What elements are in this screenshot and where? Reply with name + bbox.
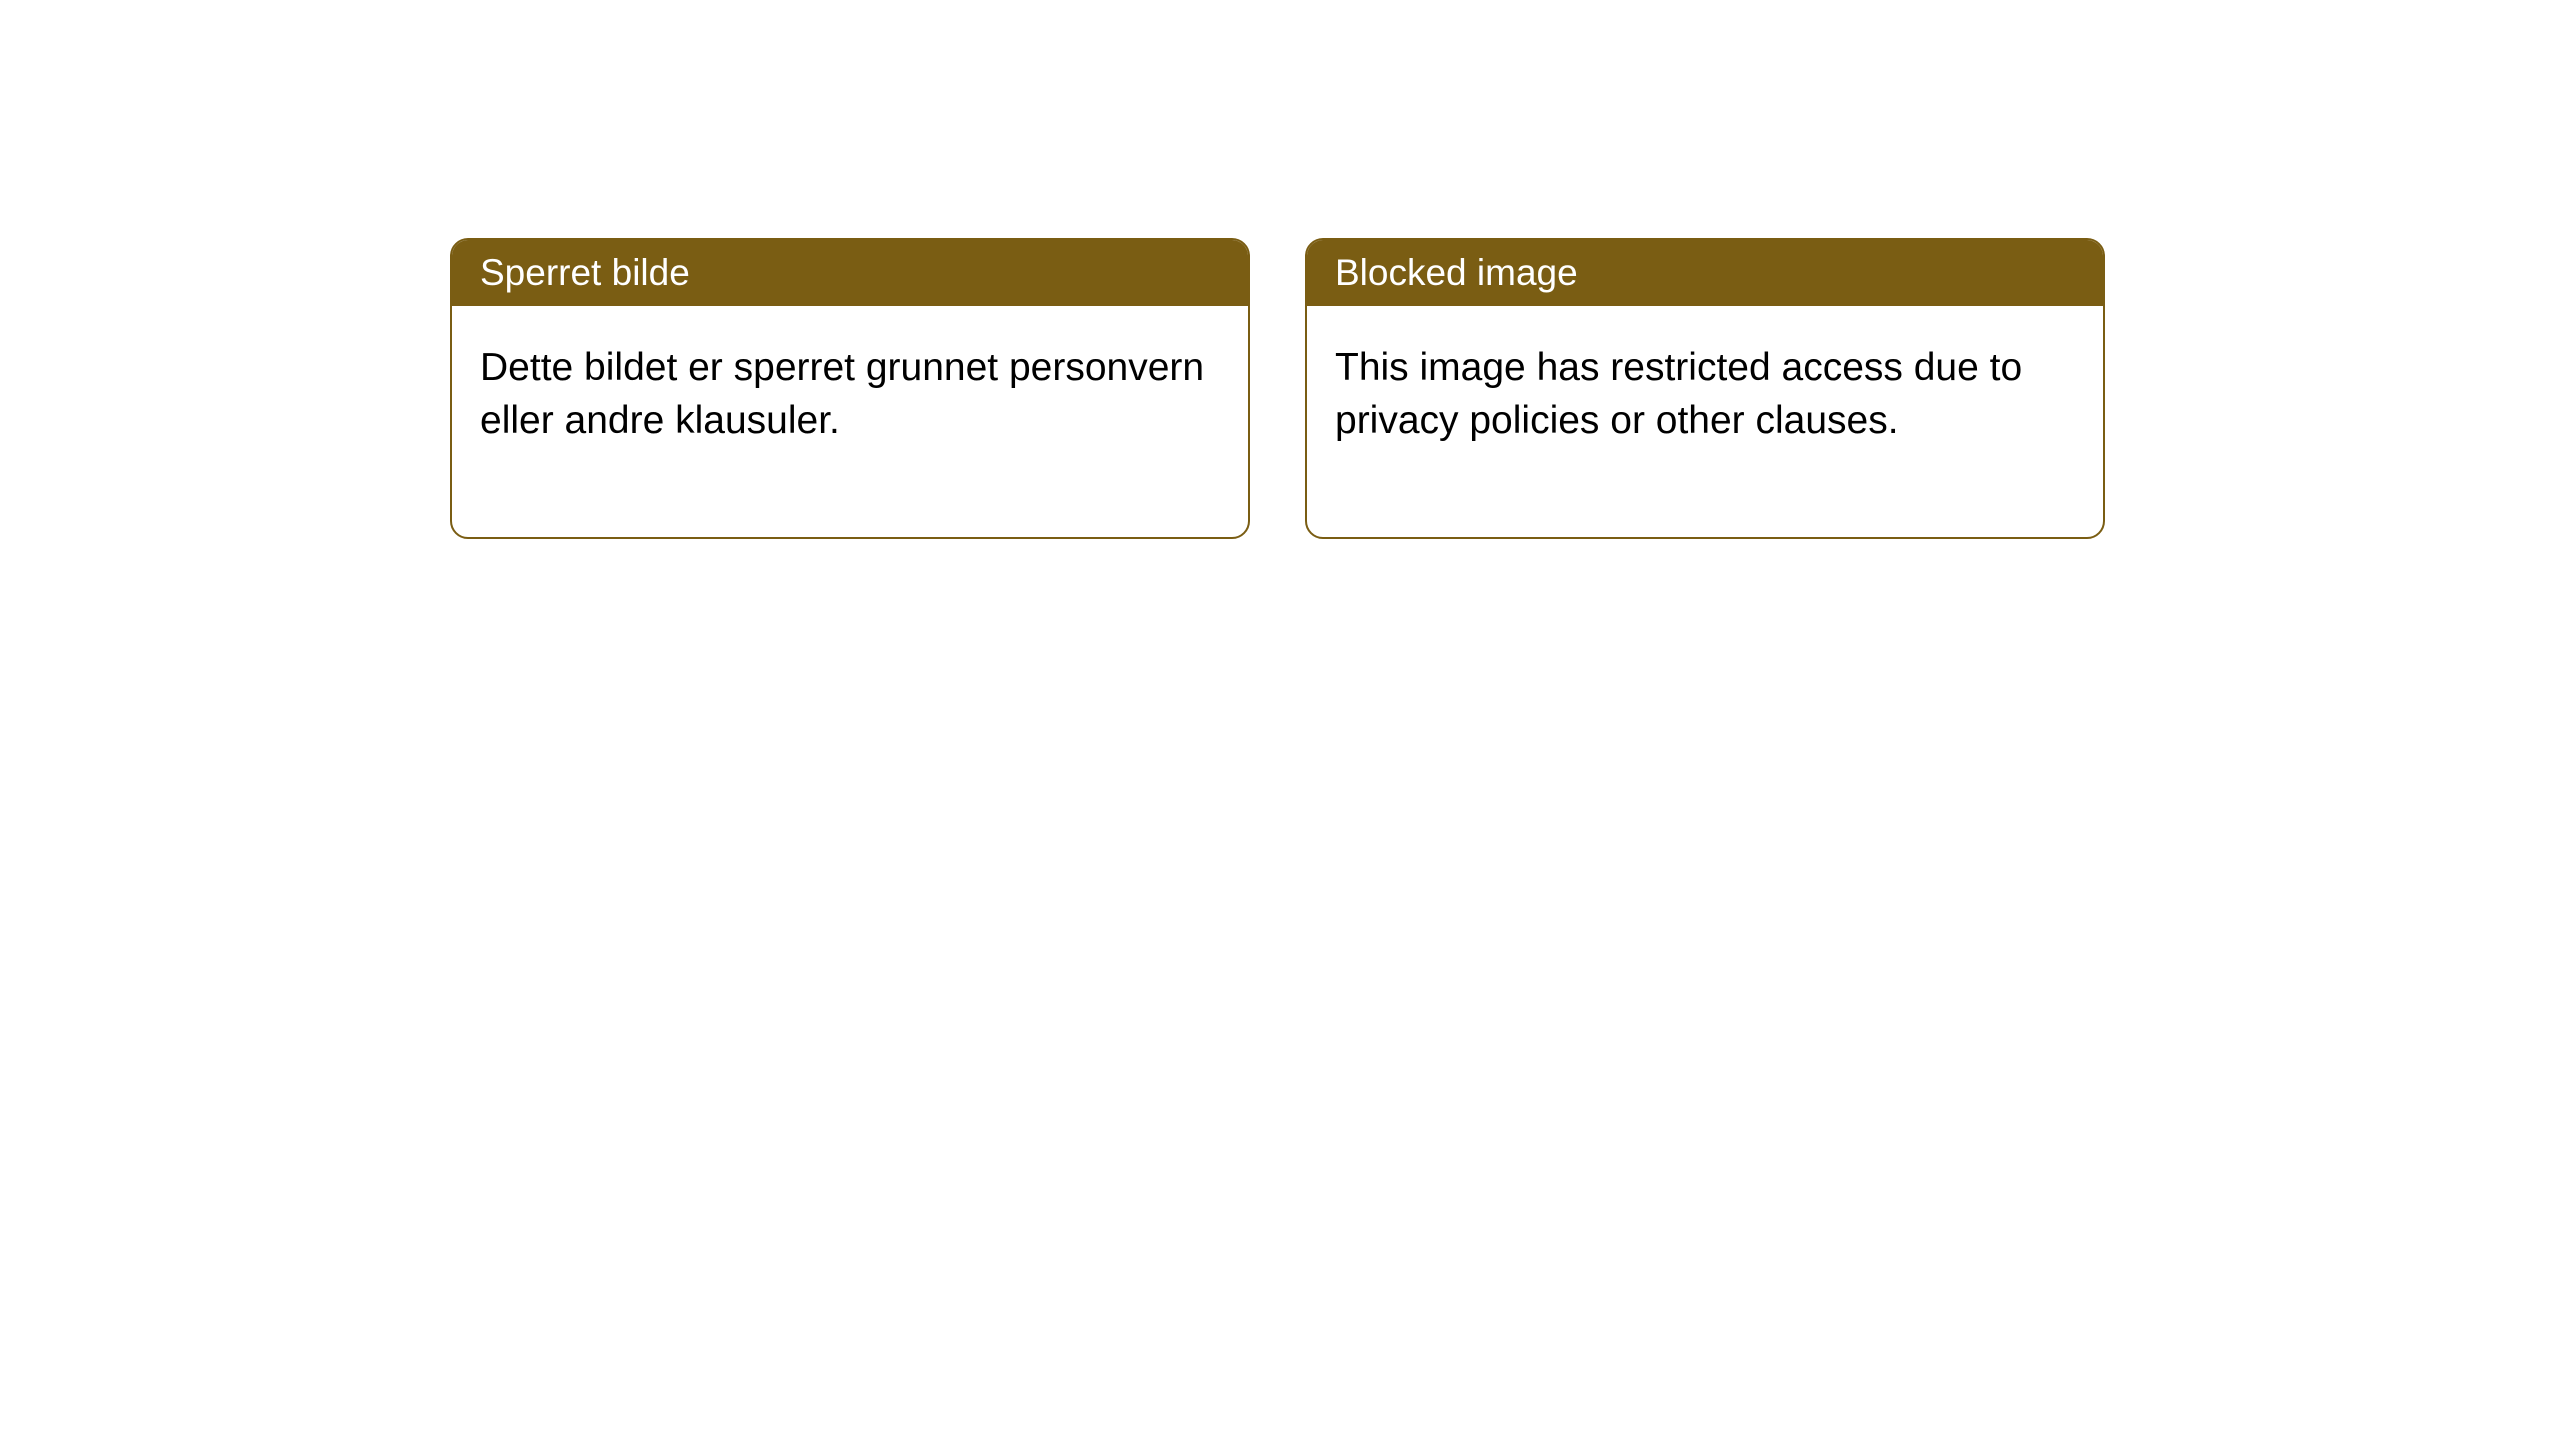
notice-cards-container: Sperret bilde Dette bildet er sperret gr… [450, 238, 2105, 539]
notice-card-norwegian: Sperret bilde Dette bildet er sperret gr… [450, 238, 1250, 539]
card-body-text: This image has restricted access due to … [1335, 346, 2022, 442]
notice-card-english: Blocked image This image has restricted … [1305, 238, 2105, 539]
card-title: Blocked image [1335, 252, 1578, 293]
card-header: Blocked image [1307, 240, 2103, 306]
card-body: This image has restricted access due to … [1307, 306, 2103, 537]
card-body: Dette bildet er sperret grunnet personve… [452, 306, 1248, 537]
card-header: Sperret bilde [452, 240, 1248, 306]
card-body-text: Dette bildet er sperret grunnet personve… [480, 346, 1204, 442]
card-title: Sperret bilde [480, 252, 690, 293]
